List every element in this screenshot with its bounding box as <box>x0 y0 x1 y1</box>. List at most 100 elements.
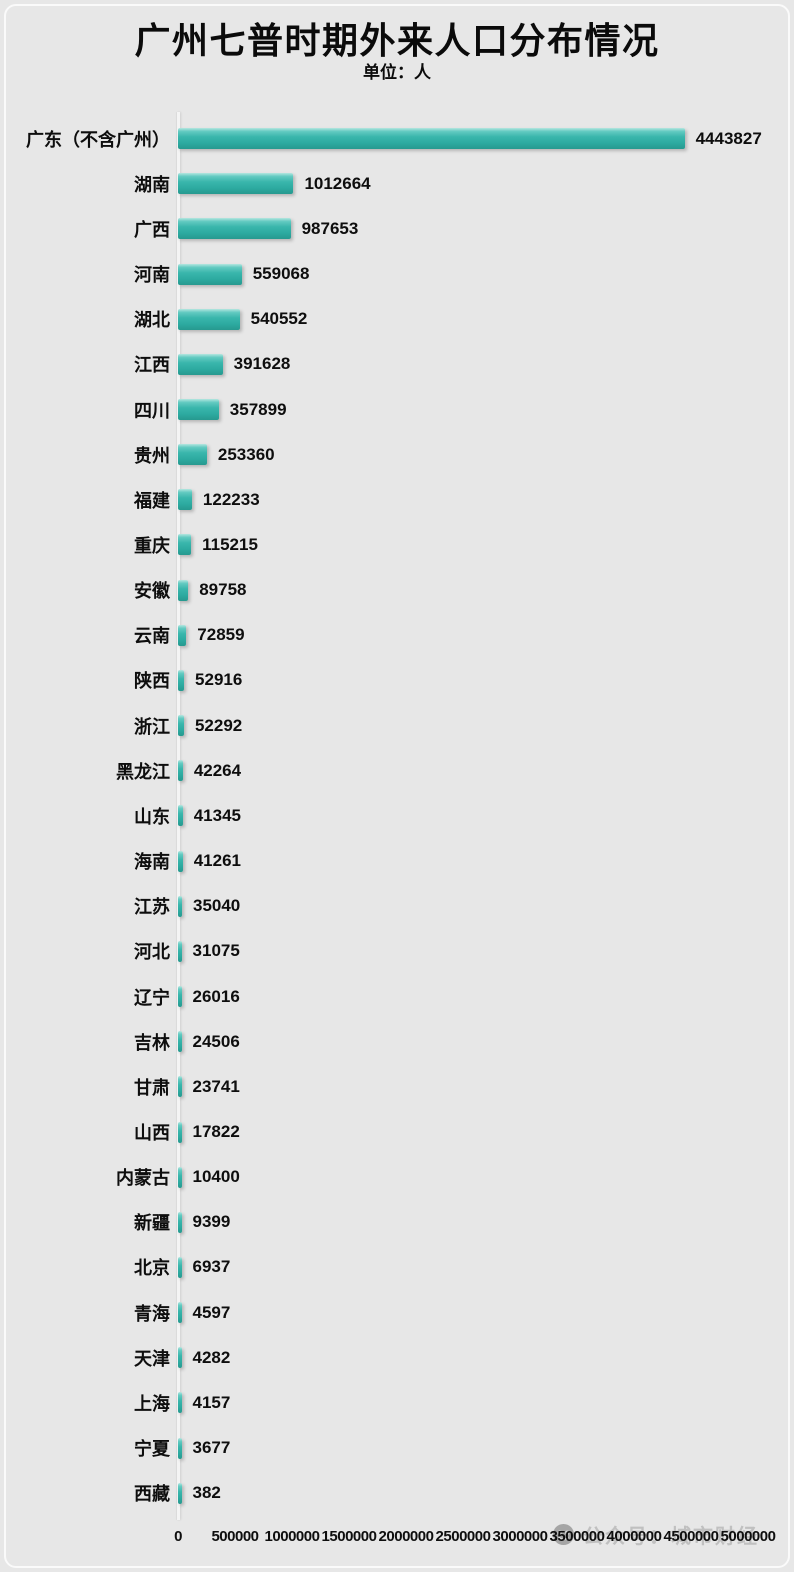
bar <box>178 308 240 330</box>
value-label: 540552 <box>250 309 308 329</box>
account-logo-icon <box>552 1523 575 1546</box>
bar-row: 西藏 382 <box>0 1471 794 1516</box>
bar-rows: 广东（不含广州） 4443827 湖南 1012664 广西 987653 河南 559068… <box>0 116 794 1516</box>
bar <box>178 669 185 691</box>
bar <box>178 1347 182 1369</box>
bar <box>178 579 189 601</box>
category-label: 福建 <box>134 490 170 511</box>
bar-row: 江苏 35040 <box>0 884 794 929</box>
value-label: 6937 <box>192 1257 231 1277</box>
bar <box>178 1121 182 1143</box>
bar <box>178 399 219 421</box>
bar <box>178 444 207 466</box>
value-label: 559068 <box>252 264 310 284</box>
bar-row: 内蒙古 10400 <box>0 1155 794 1200</box>
category-label: 河南 <box>134 265 170 286</box>
bar-row: 天津 4282 <box>0 1335 794 1380</box>
x-tick-label: 3500000 <box>549 1528 605 1545</box>
x-tick-label: 2000000 <box>378 1528 434 1545</box>
chart-title: 广州七普时期外来人口分布情况 <box>134 20 660 61</box>
bar <box>178 1211 182 1233</box>
bar <box>178 353 223 375</box>
value-label: 253360 <box>217 444 275 464</box>
bar <box>178 1482 182 1504</box>
category-label: 重庆 <box>134 535 170 556</box>
bar <box>178 715 184 737</box>
bar <box>178 850 183 872</box>
value-label: 72859 <box>197 625 245 645</box>
category-label: 四川 <box>134 400 170 421</box>
category-label: 江西 <box>134 355 170 376</box>
category-label: 陕西 <box>134 671 170 692</box>
category-label: 云南 <box>134 626 170 647</box>
bar <box>178 940 182 962</box>
value-label: 31075 <box>192 941 240 961</box>
category-label: 安徽 <box>134 581 170 602</box>
value-label: 987653 <box>301 218 359 238</box>
bar-row: 河南 559068 <box>0 251 794 296</box>
category-label: 上海 <box>134 1393 170 1414</box>
bar-row: 新疆 9399 <box>0 1200 794 1245</box>
category-label: 内蒙古 <box>116 1168 170 1189</box>
bar-row: 湖南 1012664 <box>0 161 794 206</box>
x-tick-label: 0 <box>174 1528 182 1545</box>
value-label: 391628 <box>233 354 291 374</box>
bar-row: 青海 4597 <box>0 1290 794 1335</box>
x-tick-label: 4000000 <box>606 1528 662 1545</box>
bar <box>178 1302 182 1324</box>
bar <box>178 173 294 195</box>
bar-row: 吉林 24506 <box>0 1019 794 1064</box>
bar-row: 湖北 540552 <box>0 297 794 342</box>
category-label: 浙江 <box>134 716 170 737</box>
category-label: 辽宁 <box>134 987 170 1008</box>
bar-row: 四川 357899 <box>0 387 794 432</box>
value-label: 41261 <box>193 851 241 871</box>
bar-row: 安徽 89758 <box>0 568 794 613</box>
bar <box>178 624 187 646</box>
category-label: 山西 <box>134 1123 170 1144</box>
category-label: 青海 <box>134 1303 170 1324</box>
bar <box>178 218 291 240</box>
category-label: 山东 <box>134 806 170 827</box>
x-tick-label: 1000000 <box>264 1528 320 1545</box>
bar <box>178 1392 182 1414</box>
x-tick-label: 1500000 <box>321 1528 377 1545</box>
value-label: 26016 <box>192 986 240 1006</box>
bar-row: 云南 72859 <box>0 613 794 658</box>
value-label: 3677 <box>192 1438 231 1458</box>
bar <box>178 1076 182 1098</box>
value-label: 4443827 <box>695 128 762 148</box>
category-label: 湖南 <box>134 174 170 195</box>
value-label: 357899 <box>229 399 287 419</box>
value-label: 35040 <box>192 896 241 916</box>
bar-row: 陕西 52916 <box>0 658 794 703</box>
x-tick-label: 2500000 <box>435 1528 491 1545</box>
x-axis: 0 500000 1000000 1500000 2000000 2500000 30000… <box>0 1528 794 1554</box>
value-label: 4282 <box>192 1347 231 1367</box>
value-label: 115215 <box>202 534 258 554</box>
value-label: 4597 <box>192 1302 231 1322</box>
category-label: 贵州 <box>134 445 170 466</box>
category-label: 天津 <box>134 1348 170 1369</box>
value-label: 9399 <box>192 1212 231 1232</box>
bar-row: 广东（不含广州） 4443827 <box>0 116 794 161</box>
category-label: 吉林 <box>134 1032 170 1053</box>
category-label: 海南 <box>134 852 170 873</box>
value-label: 24506 <box>192 1031 240 1051</box>
value-label: 52916 <box>195 670 243 690</box>
value-label: 122233 <box>202 489 260 509</box>
bar-row: 浙江 52292 <box>0 703 794 748</box>
watermark-text: 公众号：城市财经 <box>583 1526 759 1548</box>
bar <box>178 489 192 511</box>
bar-row: 山西 17822 <box>0 1109 794 1154</box>
bar-row: 海南 41261 <box>0 839 794 884</box>
category-label: 宁夏 <box>134 1439 170 1460</box>
chart-subtitle: 单位：人 <box>363 63 431 82</box>
bar-row: 江西 391628 <box>0 342 794 387</box>
watermark: 公众号：城市财经 <box>552 1520 759 1549</box>
bar <box>178 534 192 556</box>
bar <box>178 760 183 782</box>
value-label: 4157 <box>192 1392 231 1412</box>
value-label: 41345 <box>193 805 241 825</box>
